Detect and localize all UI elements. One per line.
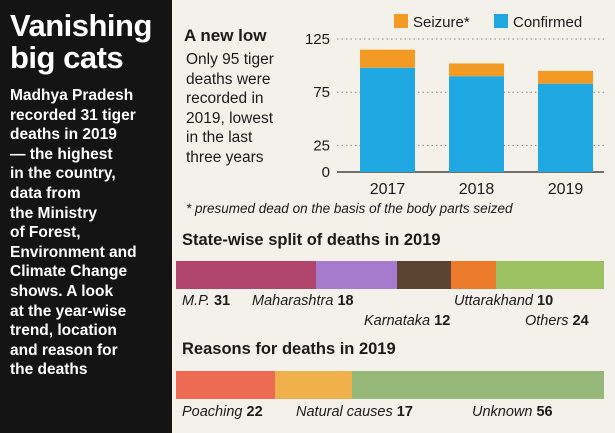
bar-chart-title: A new low bbox=[184, 26, 267, 45]
reasons-bar bbox=[176, 371, 604, 399]
main-panel: A new low Only 95 tiger deaths were reco… bbox=[172, 0, 615, 433]
intro-line: data from bbox=[10, 184, 81, 202]
legend-swatch bbox=[494, 14, 508, 28]
state-split-title: State-wise split of deaths in 2019 bbox=[182, 231, 441, 249]
reasons-title: Reasons for deaths in 2019 bbox=[182, 340, 396, 358]
state-label-maharashtra: Maharashtra 18 bbox=[252, 293, 354, 309]
legend-swatch bbox=[394, 14, 408, 28]
intro-line: Climate Change bbox=[10, 263, 128, 281]
segment-others bbox=[495, 261, 604, 289]
intro-line: at the year-wise bbox=[10, 302, 127, 320]
state-split-bar bbox=[176, 261, 604, 289]
bar-seizure-2019 bbox=[538, 70, 593, 84]
y-tick-label: 125 bbox=[305, 31, 330, 48]
segment-maharashtra bbox=[315, 261, 397, 289]
sidebar-panel: Vanishing big cats Madhya Pradesh record… bbox=[0, 0, 172, 433]
x-tick-label: 2019 bbox=[548, 181, 584, 198]
bar-confirmed-2018 bbox=[449, 76, 504, 172]
reason-label-poaching: Poaching 22 bbox=[182, 404, 263, 420]
page-title: Vanishing big cats bbox=[10, 10, 172, 74]
x-tick-label: 2018 bbox=[459, 181, 495, 198]
x-tick-label: 2017 bbox=[370, 181, 406, 198]
segment-karnataka bbox=[396, 261, 451, 289]
title-line-1: Vanishing bbox=[10, 8, 152, 43]
deaths-bar-chart: 0 25 75 125 2017 2018 2019 Seizure* Confirmed bbox=[305, 14, 604, 198]
title-line-2: big cats bbox=[10, 40, 124, 75]
bar-confirmed-2017 bbox=[360, 67, 415, 172]
desc-line: three years bbox=[186, 148, 264, 166]
intro-line: Madhya Pradesh bbox=[10, 87, 134, 104]
intro-line: and reason for bbox=[10, 341, 118, 359]
segment-natural-causes bbox=[275, 371, 352, 399]
y-tick-label: 25 bbox=[313, 137, 330, 154]
segment-poaching bbox=[176, 371, 276, 399]
intro-line: — the highest bbox=[10, 145, 113, 163]
reason-label-natural: Natural causes 17 bbox=[296, 404, 413, 420]
intro-line: shows. A look bbox=[10, 282, 114, 300]
legend-label: Seizure* bbox=[413, 14, 470, 31]
intro-line: deaths in 2019 bbox=[10, 126, 117, 144]
segment-unknown bbox=[351, 371, 604, 399]
desc-line: deaths were bbox=[186, 70, 271, 88]
state-label-mp: M.P. 31 bbox=[182, 293, 231, 309]
legend-label: Confirmed bbox=[513, 14, 582, 31]
intro-line: of Forest, bbox=[10, 224, 81, 242]
state-label-others: Others 24 bbox=[525, 313, 589, 329]
desc-line: in the last bbox=[186, 129, 253, 147]
reason-label-unknown: Unknown 56 bbox=[472, 404, 553, 420]
segment-uttarakhand bbox=[450, 261, 496, 289]
intro-text: Madhya Pradesh recorded 31 tiger deaths … bbox=[10, 86, 172, 380]
intro-line: in the country, bbox=[10, 165, 116, 183]
segment-m-p- bbox=[176, 261, 316, 289]
desc-line: Only 95 tiger bbox=[186, 51, 274, 68]
state-label-uttarakhand: Uttarakhand 10 bbox=[454, 293, 554, 309]
intro-line: recorded 31 tiger bbox=[10, 106, 136, 124]
state-label-karnataka: Karnataka 12 bbox=[364, 313, 451, 329]
y-tick-label: 0 bbox=[322, 164, 330, 181]
footnote: * presumed dead on the basis of the body… bbox=[186, 201, 513, 216]
intro-line: trend, location bbox=[10, 322, 117, 340]
bar-chart-description: Only 95 tiger deaths were recorded in 20… bbox=[186, 50, 314, 168]
desc-line: 2019, lowest bbox=[186, 109, 274, 127]
intro-line: Environment and bbox=[10, 243, 137, 261]
bar-confirmed-2019 bbox=[538, 83, 593, 172]
intro-line: the deaths bbox=[10, 361, 88, 379]
desc-line: recorded in bbox=[186, 90, 264, 108]
bar-seizure-2017 bbox=[360, 49, 415, 68]
bar-seizure-2018 bbox=[449, 63, 504, 77]
y-tick-label: 75 bbox=[313, 84, 330, 101]
intro-line: the Ministry bbox=[10, 204, 97, 222]
